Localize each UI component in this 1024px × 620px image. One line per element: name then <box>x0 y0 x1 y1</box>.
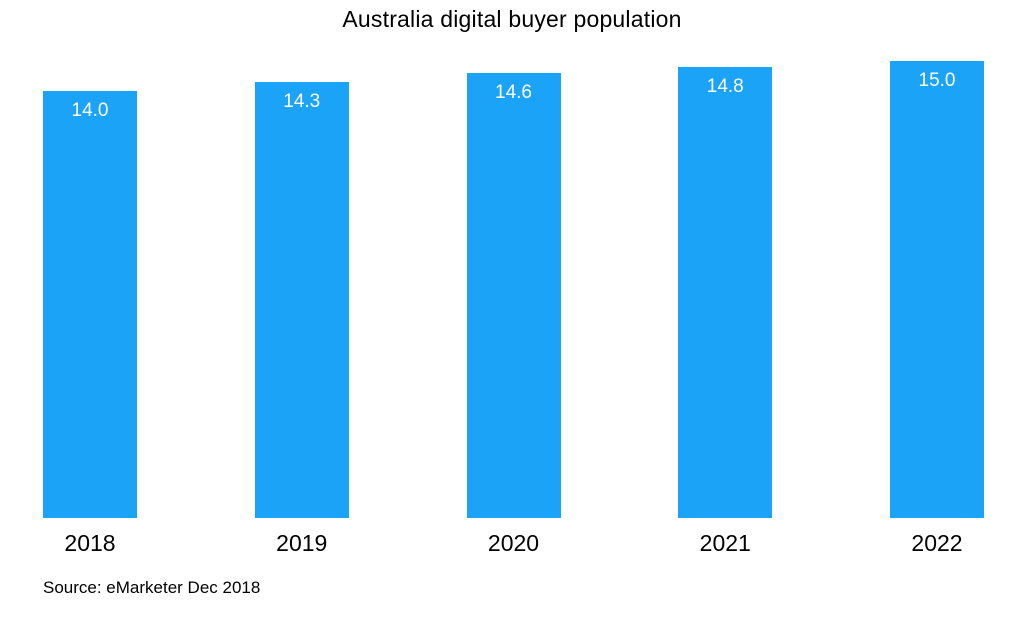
bar-value-label-2021: 14.8 <box>706 76 744 98</box>
x-axis-label-2018: 2018 <box>64 530 116 556</box>
chart-title: Australia digital buyer population <box>342 6 682 32</box>
x-axis-label-2022: 2022 <box>911 530 963 556</box>
bar-value-label-2022: 15.0 <box>918 70 956 91</box>
bar-value-label-2019: 14.3 <box>283 91 321 113</box>
plot-area: 14.0 14.3 14.6 14.8 15.0 <box>43 61 984 518</box>
bar-2021: 14.8 <box>678 67 773 518</box>
bar-2018: 14.0 <box>43 91 137 518</box>
x-axis-label-2020: 2020 <box>487 530 540 556</box>
x-axis: 2018 2019 2020 2021 2022 <box>43 530 984 557</box>
x-axis-label-2021: 2021 <box>699 530 751 556</box>
bar-2020: 14.6 <box>466 73 561 518</box>
bar-2019: 14.3 <box>254 82 349 518</box>
source-note: Source: eMarketer Dec 2018 <box>43 578 261 597</box>
bar-value-label-2018: 14.0 <box>71 100 109 122</box>
x-axis-label-2019: 2019 <box>276 530 328 556</box>
bar-value-label-2020: 14.6 <box>495 82 532 104</box>
bar-2022: 15.0 <box>890 61 984 518</box>
